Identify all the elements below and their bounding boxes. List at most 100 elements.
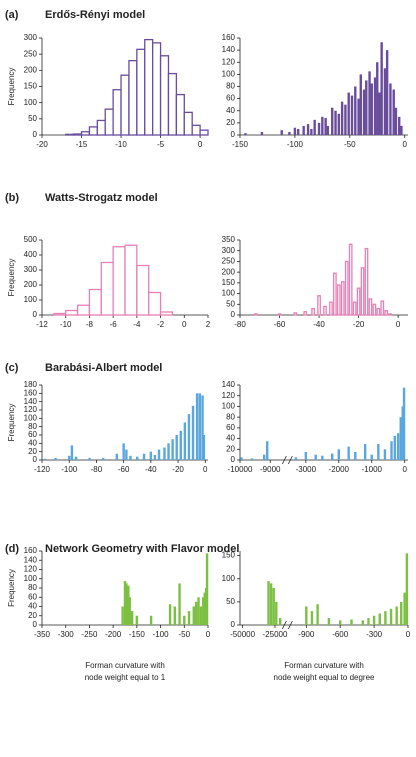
y-tick-label: 180 bbox=[24, 380, 38, 389]
y-tick-label: 100 bbox=[24, 98, 38, 107]
bar bbox=[294, 457, 298, 460]
bar bbox=[393, 435, 397, 460]
bar bbox=[378, 613, 381, 625]
y-tick-label: 0 bbox=[33, 310, 38, 319]
bar bbox=[102, 457, 105, 460]
y-tick-label: 300 bbox=[24, 33, 38, 42]
bar bbox=[372, 303, 377, 316]
y-tick-label: 50 bbox=[226, 597, 235, 606]
bar bbox=[171, 439, 174, 460]
x-axis-label: node weight equal to 1 bbox=[85, 673, 166, 682]
bar bbox=[400, 601, 403, 625]
bar bbox=[202, 597, 205, 625]
bar bbox=[159, 55, 170, 136]
bar bbox=[376, 307, 381, 316]
bar bbox=[333, 272, 337, 316]
bar bbox=[175, 435, 178, 460]
y-tick-label: 100 bbox=[24, 574, 38, 583]
bar bbox=[88, 126, 98, 136]
bar bbox=[365, 80, 368, 135]
bar bbox=[74, 456, 78, 460]
bar bbox=[317, 295, 321, 316]
bar bbox=[327, 618, 331, 625]
y-axis-label: Frequency bbox=[7, 259, 16, 297]
bar bbox=[370, 454, 373, 460]
y-tick-label: 80 bbox=[226, 82, 235, 91]
bar bbox=[293, 312, 298, 316]
x-tick-label: -60 bbox=[274, 320, 286, 329]
x-tick-label: -100 bbox=[61, 465, 78, 474]
panel-label: (d) bbox=[5, 543, 19, 555]
bar bbox=[340, 281, 345, 316]
x-tick-label: -9000 bbox=[260, 465, 281, 474]
y-tick-label: 100 bbox=[24, 295, 38, 304]
bar bbox=[124, 244, 138, 316]
bar bbox=[104, 108, 114, 136]
bar bbox=[348, 243, 353, 316]
bar bbox=[179, 430, 182, 460]
bar bbox=[370, 83, 373, 135]
bar bbox=[112, 89, 122, 136]
bar bbox=[376, 62, 379, 135]
x-tick-label: -6 bbox=[110, 320, 118, 329]
y-axis-label: Frequency bbox=[7, 569, 16, 607]
y-tick-label: 100 bbox=[222, 289, 236, 298]
y-tick-label: 0 bbox=[33, 130, 38, 139]
bar bbox=[65, 309, 79, 316]
bar bbox=[191, 124, 201, 136]
bar bbox=[129, 455, 132, 460]
bar bbox=[394, 107, 398, 135]
bar bbox=[183, 615, 186, 625]
bar bbox=[88, 288, 102, 316]
x-tick-label: -25000 bbox=[263, 630, 288, 639]
y-tick-label: 200 bbox=[24, 280, 38, 289]
y-tick-label: 300 bbox=[222, 246, 236, 255]
bar bbox=[120, 74, 130, 136]
panel-title: Erdős-Rényi model bbox=[45, 9, 145, 21]
bar bbox=[373, 77, 377, 135]
x-tick-label: 2 bbox=[206, 320, 211, 329]
y-tick-label: 0 bbox=[231, 130, 236, 139]
bar bbox=[100, 261, 114, 316]
y-axis-label: Frequency bbox=[7, 68, 16, 106]
bar bbox=[65, 133, 75, 136]
x-tick-label: 0 bbox=[402, 140, 407, 149]
bar bbox=[317, 122, 321, 135]
bar bbox=[356, 287, 361, 316]
bar bbox=[384, 611, 387, 625]
bar bbox=[392, 89, 395, 135]
bar bbox=[398, 116, 401, 135]
x-tick-label: -150 bbox=[129, 630, 146, 639]
x-tick-label: 0 bbox=[402, 465, 407, 474]
bar bbox=[360, 267, 365, 316]
bar bbox=[403, 592, 406, 625]
bar bbox=[303, 311, 308, 316]
y-tick-label: 80 bbox=[28, 422, 37, 431]
bar bbox=[201, 395, 204, 460]
y-tick-label: 200 bbox=[24, 65, 38, 74]
x-tick-label: -3000 bbox=[296, 465, 317, 474]
x-axis-label: Forman curvature with bbox=[85, 661, 165, 670]
bar bbox=[267, 581, 270, 625]
y-tick-label: 80 bbox=[28, 583, 37, 592]
y-tick-label: 20 bbox=[226, 118, 235, 127]
bar bbox=[383, 449, 387, 460]
x-tick-label: 0 bbox=[203, 465, 208, 474]
y-tick-label: 40 bbox=[226, 434, 235, 443]
bar bbox=[280, 130, 283, 135]
x-tick-label: 0 bbox=[396, 320, 401, 329]
bar bbox=[127, 585, 130, 625]
panel-label: (a) bbox=[5, 9, 19, 21]
y-tick-label: 0 bbox=[33, 620, 38, 629]
y-tick-label: 160 bbox=[222, 33, 236, 42]
bar bbox=[390, 441, 393, 460]
bar bbox=[191, 405, 195, 460]
bar bbox=[310, 611, 314, 625]
y-tick-label: 20 bbox=[28, 611, 37, 620]
x-tick-label: -120 bbox=[34, 465, 51, 474]
x-tick-label: -15 bbox=[76, 140, 88, 149]
bar bbox=[383, 68, 387, 135]
y-tick-label: 120 bbox=[24, 565, 38, 574]
y-tick-label: 100 bbox=[222, 574, 236, 583]
y-tick-label: 150 bbox=[222, 278, 236, 287]
